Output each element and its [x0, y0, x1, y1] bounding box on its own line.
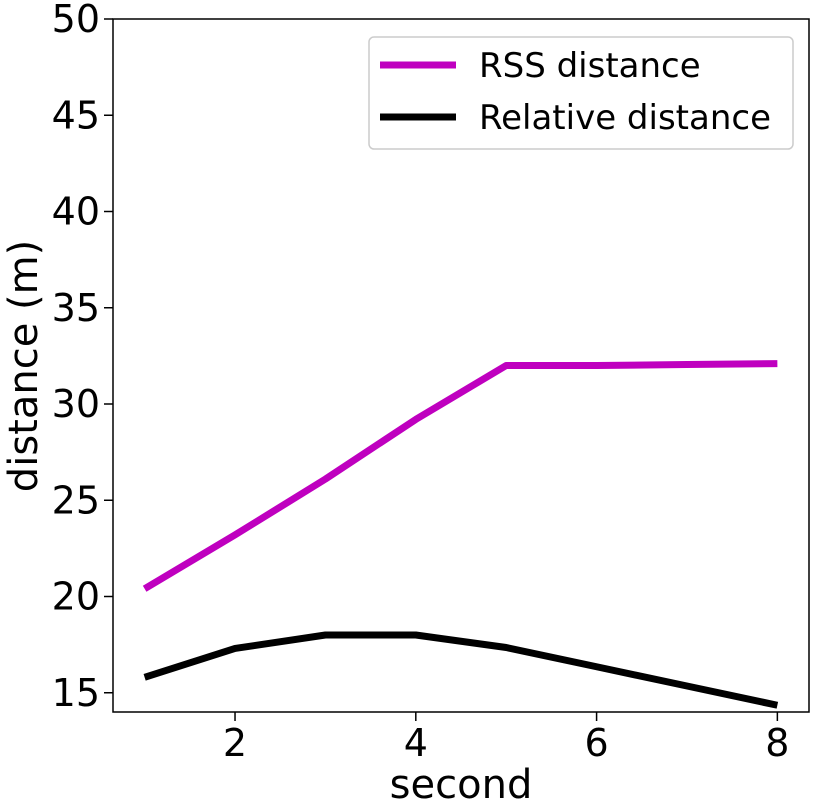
y-tick-label: 20 — [52, 575, 100, 619]
y-tick-label: 50 — [52, 0, 100, 41]
x-tick-label: 2 — [223, 721, 247, 765]
x-axis-label: second — [390, 762, 533, 802]
legend-label-relative-distance: Relative distance — [479, 98, 771, 138]
plot-frame — [112, 18, 810, 713]
legend: RSS distance Relative distance — [368, 36, 794, 150]
ticks-layer: 2 4 6 8 15 20 25 30 35 40 45 50 — [52, 0, 790, 765]
y-tick-label: 25 — [52, 478, 100, 522]
y-tick-label: 15 — [52, 671, 100, 715]
x-tick-label: 6 — [584, 721, 608, 765]
series-line-relative-distance — [143, 631, 779, 709]
series-line-rss-distance — [142, 360, 778, 592]
legend-box — [368, 36, 794, 150]
y-axis-label: distance (m) — [1, 240, 47, 492]
legend-label-rss-distance: RSS distance — [479, 46, 701, 86]
series-layer — [142, 360, 779, 709]
x-tick-label: 8 — [765, 721, 789, 765]
y-tick-label: 45 — [52, 93, 100, 137]
y-tick-label: 35 — [52, 286, 100, 330]
y-tick-label: 30 — [52, 382, 100, 426]
x-tick-label: 4 — [404, 721, 428, 765]
y-tick-label: 40 — [52, 190, 100, 234]
